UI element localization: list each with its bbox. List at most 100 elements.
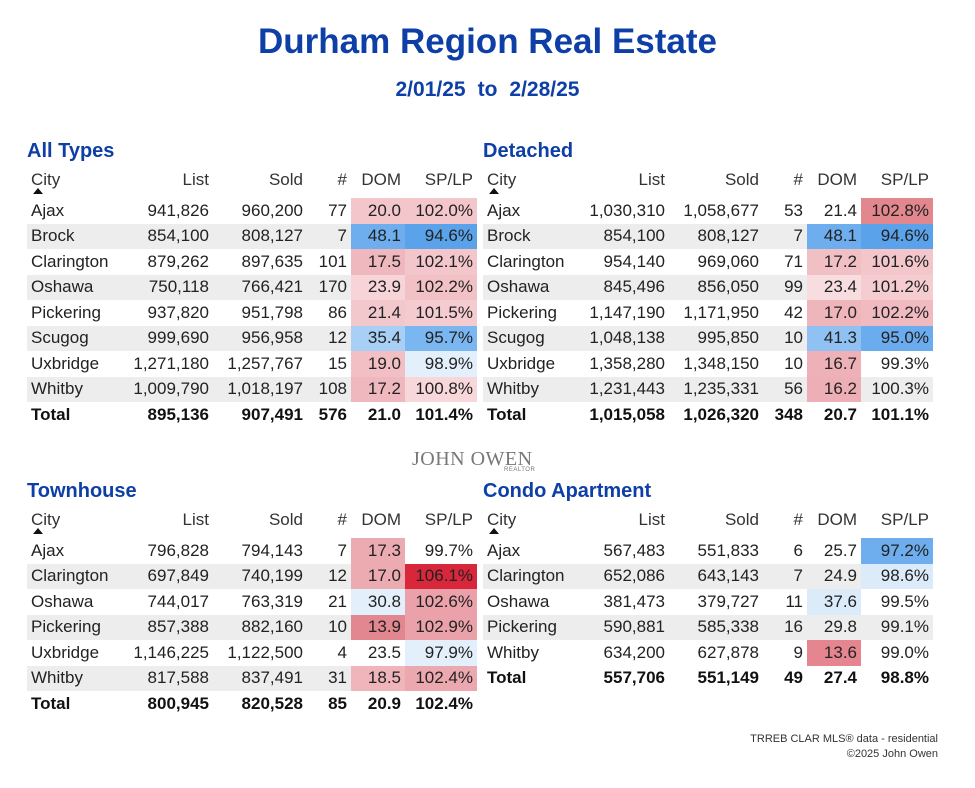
- data-table: City List Sold # DOM SP/LP Ajax 567,483 551,833 6…: [483, 506, 933, 691]
- total-cell: 101.4%: [415, 404, 473, 424]
- cell: Clarington: [31, 251, 109, 271]
- cell: 937,820: [147, 302, 209, 322]
- cell: 19.0: [351, 351, 405, 377]
- total-cell: Total: [31, 693, 71, 713]
- total-cell: 101.1%: [871, 404, 929, 424]
- total-cell: Total: [487, 668, 527, 688]
- cell: 97.9%: [405, 640, 477, 666]
- row: Pickering 590,881 585,338 16 29.8 99.1%: [483, 614, 933, 640]
- cell: 99: [763, 274, 807, 300]
- cell: 41.3: [807, 325, 861, 351]
- column-header: #: [793, 510, 803, 529]
- cell: 170: [307, 274, 351, 300]
- column-header: List: [182, 170, 209, 189]
- cell: Whitby: [27, 376, 127, 402]
- row: Ajax 941,826 960,200 77 20.0 102.0%: [27, 198, 477, 224]
- cell: 634,200: [603, 642, 665, 662]
- cell: 6: [793, 540, 803, 560]
- cell: 99.0%: [880, 642, 929, 662]
- cell: 381,473: [603, 591, 665, 611]
- column-header: SP/LP: [880, 170, 929, 189]
- column-header: City: [31, 170, 61, 189]
- row: Clarington 697,849 740,199 12 17.0 106.1%: [27, 563, 477, 589]
- row: Clarington 954,140 969,060 71 17.2 101.6%: [483, 249, 933, 275]
- cell: 99.3%: [880, 353, 929, 373]
- total-cell: Total: [31, 404, 71, 424]
- cell: 17.5: [351, 249, 405, 275]
- row: Whitby 1,231,443 1,235,331 56 16.2 100.3%: [483, 376, 933, 402]
- column-header: SP/LP: [424, 170, 473, 189]
- sort-arrow: [33, 528, 43, 534]
- row: Scugog 1,048,138 995,850 10 41.3 95.0%: [483, 325, 933, 351]
- cell: 856,050: [669, 274, 763, 300]
- row: Scugog 999,690 956,958 12 35.4 95.7%: [27, 325, 477, 351]
- total-cell: 1,026,320: [683, 404, 759, 424]
- column-header: SP/LP: [424, 510, 473, 529]
- cell: 101.2%: [861, 274, 933, 300]
- row: Pickering 857,388 882,160 10 13.9 102.9%: [27, 614, 477, 640]
- cell: 86: [328, 302, 347, 322]
- cell: 98.6%: [861, 563, 933, 589]
- cell: 12: [307, 325, 351, 351]
- cell: 101: [318, 251, 347, 271]
- table-head: City List Sold # DOM SP/LP: [27, 506, 477, 538]
- total-cell: 20.7: [823, 404, 857, 424]
- cell: 1,030,310: [589, 200, 665, 220]
- table-title: Condo Apartment: [483, 480, 652, 502]
- cell: 854,100: [127, 223, 213, 249]
- cell: Whitby: [27, 665, 127, 691]
- cell: 94.6%: [861, 223, 933, 249]
- row: Brock 854,100 808,127 7 48.1 94.6%: [27, 223, 477, 249]
- total-cell: 348: [774, 404, 803, 424]
- cell: 567,483: [603, 540, 665, 560]
- cell: Clarington: [483, 563, 583, 589]
- cell: Pickering: [487, 302, 557, 322]
- table-body: Ajax 941,826 960,200 77 20.0 102.0% Brock 854,1…: [27, 198, 477, 428]
- cell: 102.2%: [405, 274, 477, 300]
- cell: 94.6%: [405, 223, 477, 249]
- cell: Pickering: [31, 302, 101, 322]
- cell: 845,496: [583, 274, 669, 300]
- cell: 42: [784, 302, 803, 322]
- column-header: Sold: [268, 170, 303, 189]
- row: Pickering 1,147,190 1,171,950 42 17.0 102.2%: [483, 300, 933, 326]
- total-cell: 20.9: [367, 693, 401, 713]
- cell: 30.8: [351, 589, 405, 615]
- cell: Brock: [27, 223, 127, 249]
- cell: 379,727: [697, 591, 759, 611]
- cell: Brock: [483, 223, 583, 249]
- cell: 20.0: [351, 198, 405, 224]
- row: Uxbridge 1,358,280 1,348,150 10 16.7 99.3%: [483, 351, 933, 377]
- column-header: DOM: [361, 170, 401, 189]
- cell: 24.9: [807, 563, 861, 589]
- table-body: Ajax 1,030,310 1,058,677 53 21.4 102.8% Brock 8…: [483, 198, 933, 428]
- cell: Uxbridge: [31, 353, 100, 373]
- row: Oshawa 750,118 766,421 170 23.9 102.2%: [27, 274, 477, 300]
- cell: 102.1%: [405, 249, 477, 275]
- cell: 102.9%: [405, 614, 477, 640]
- logo: JOHN OWEN REALTOR: [412, 448, 535, 473]
- table-panel: All Types City List Sold # DOM SP/LP Ajax 941,82…: [27, 140, 477, 428]
- table-body: Ajax 567,483 551,833 6 25.7 97.2% Clarington 65…: [483, 538, 933, 691]
- cell: 585,338: [669, 614, 763, 640]
- cell: 95.0%: [861, 325, 933, 351]
- table-title: All Types: [27, 140, 115, 162]
- cell: 10: [784, 353, 803, 373]
- cell: 11: [785, 591, 803, 611]
- cell: 1,048,138: [583, 325, 669, 351]
- total-cell: 895,136: [147, 404, 209, 424]
- cell: 17.0: [807, 300, 861, 326]
- table-panel: Condo Apartment City List Sold # DOM SP/LP Ajax…: [483, 480, 933, 691]
- total-cell: 576: [318, 404, 347, 424]
- data-table: City List Sold # DOM SP/LP Ajax 1,030,310 1,058,…: [483, 166, 933, 428]
- cell: 854,100: [583, 223, 669, 249]
- row: Whitby 817,588 837,491 31 18.5 102.4%: [27, 665, 477, 691]
- cell: 796,828: [147, 540, 209, 560]
- sort-arrow: [489, 188, 499, 194]
- cell: Oshawa: [31, 591, 94, 611]
- row: Pickering 937,820 951,798 86 21.4 101.5%: [27, 300, 477, 326]
- column-header: #: [337, 170, 347, 189]
- cell: Oshawa: [27, 274, 127, 300]
- cell: 99.5%: [880, 591, 929, 611]
- cell: Ajax: [487, 200, 521, 220]
